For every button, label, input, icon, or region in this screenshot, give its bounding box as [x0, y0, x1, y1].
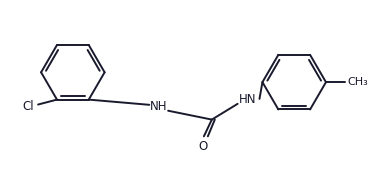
- Text: HN: HN: [239, 93, 256, 106]
- Text: Cl: Cl: [23, 100, 34, 113]
- Text: NH: NH: [150, 100, 167, 113]
- Text: O: O: [198, 140, 208, 153]
- Text: CH₃: CH₃: [348, 77, 368, 87]
